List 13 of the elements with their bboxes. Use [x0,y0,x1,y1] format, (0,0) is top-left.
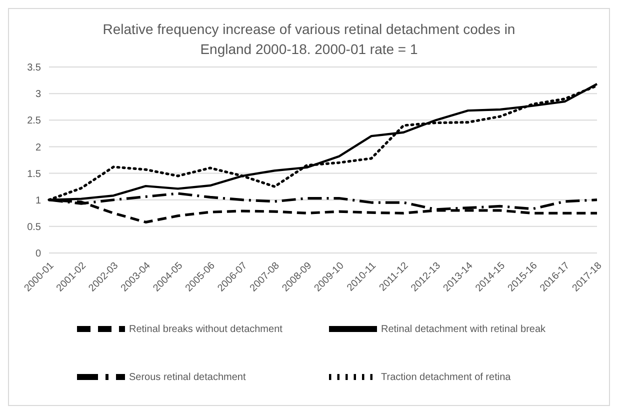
y-tick-label: 0.5 [27,222,42,233]
y-tick-label: 2.5 [27,116,42,127]
legend-label: Retinal detachment with retinal break [381,322,547,337]
y-tick-label: 2 [35,142,42,154]
y-tick-label: 1.5 [27,168,42,180]
y-tick-label: 3 [35,89,42,100]
legend-label: Serous retinal detachment [129,370,247,385]
y-tick-label: 1 [35,195,42,206]
y-tick-label: 0 [35,248,42,260]
chart-title: Relative frequency increase of various retinal detachment codes in England 2000-18. 2000-01 rate = 1 [102,20,516,59]
legend-label: Traction detachment of retina [381,370,512,385]
y-tick-label: 3.5 [27,62,42,74]
legend-label: Retinal breaks without detachment [129,322,284,337]
